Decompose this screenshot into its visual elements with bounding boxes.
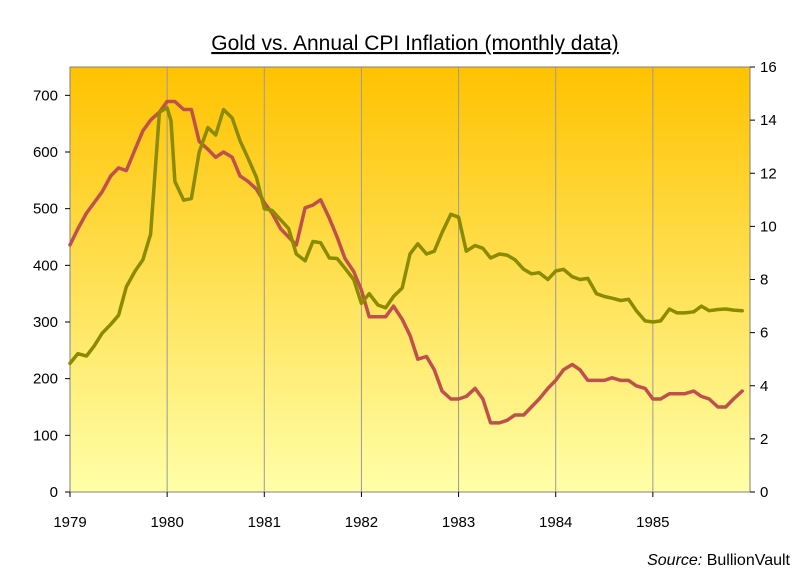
y-right-tick-label: 4 <box>760 378 768 395</box>
x-tick-label: 1979 <box>53 514 86 531</box>
y-right-tick-label: 2 <box>760 431 768 448</box>
gridlines <box>166 67 654 492</box>
x-tick-label: 1984 <box>539 514 572 531</box>
series-line-cpi <box>68 99 744 425</box>
y-left-tick-label: 100 <box>33 427 58 444</box>
series-line-gold <box>68 106 744 366</box>
y-left-tick-label: 300 <box>33 314 58 331</box>
y-right-tick-label: 10 <box>760 218 777 235</box>
x-tick-label: 1983 <box>442 514 475 531</box>
source-label: Source: <box>647 552 702 569</box>
y-right-tick-label: 0 <box>760 484 768 501</box>
y-right-tick-label: 12 <box>760 165 777 182</box>
plot-area <box>70 67 750 492</box>
y-right-tick-label: 6 <box>760 325 768 342</box>
y-axis-right: 0 2 4 6 8 10 12 14 16 <box>750 59 777 501</box>
y-left-tick-label: 400 <box>33 257 58 274</box>
y-right-tick-label: 14 <box>760 112 777 129</box>
y-left-tick-label: 0 <box>50 484 58 501</box>
x-axis: 1979 1980 1981 1982 1983 1984 1985 <box>53 492 670 531</box>
y-left-tick-label: 700 <box>33 87 58 104</box>
y-axis-left: 0 100 200 300 400 500 600 700 <box>33 87 70 501</box>
y-left-tick-label: 600 <box>33 144 58 161</box>
y-right-tick-label: 8 <box>760 272 768 289</box>
source-value: BullionVault <box>707 552 791 569</box>
x-tick-label: 1981 <box>248 514 281 531</box>
x-tick-label: 1982 <box>345 514 378 531</box>
y-left-tick-label: 500 <box>33 201 58 218</box>
x-tick-label: 1980 <box>150 514 183 531</box>
y-right-tick-label: 16 <box>760 59 777 76</box>
y-left-tick-label: 200 <box>33 371 58 388</box>
source-note: Source: BullionVault <box>647 552 790 569</box>
x-tick-label: 1985 <box>636 514 669 531</box>
chart-title: Gold vs. Annual CPI Inflation (monthly d… <box>211 32 618 55</box>
